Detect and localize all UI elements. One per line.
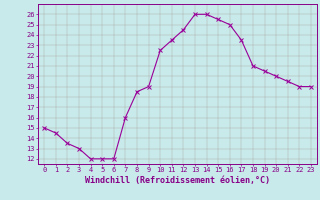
X-axis label: Windchill (Refroidissement éolien,°C): Windchill (Refroidissement éolien,°C) xyxy=(85,176,270,185)
